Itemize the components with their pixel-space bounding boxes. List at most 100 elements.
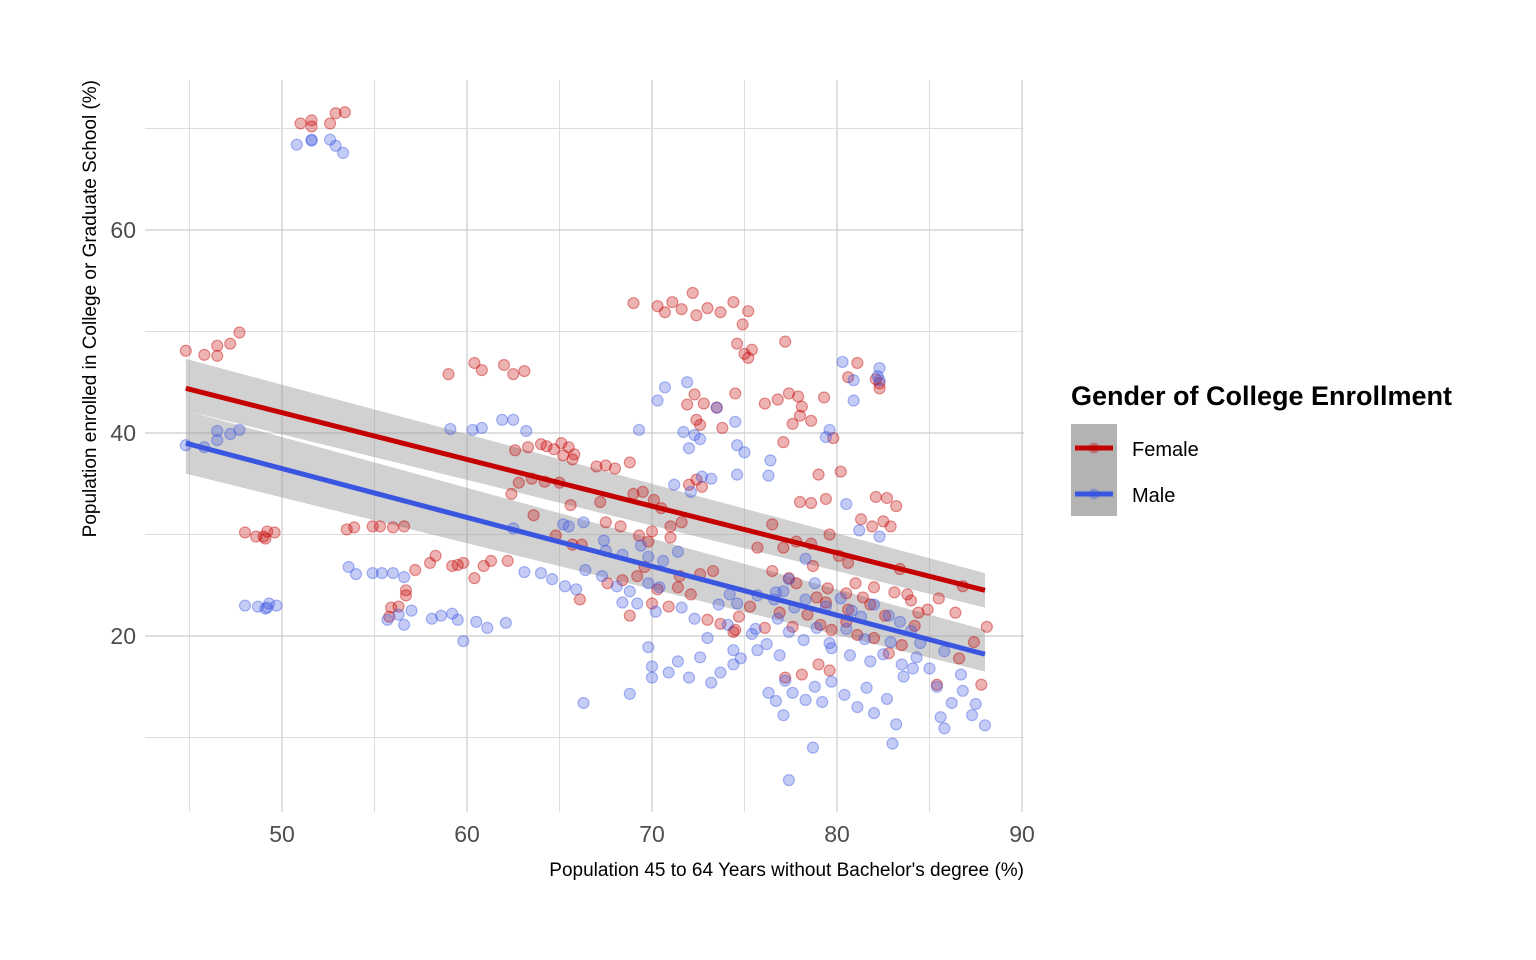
data-point-female (697, 397, 710, 410)
data-point-female (856, 591, 870, 604)
data-point-male (873, 361, 886, 375)
data-point-female (777, 541, 790, 554)
data-point-female (819, 492, 833, 506)
regression-line-male (185, 440, 986, 657)
data-point-female (849, 577, 862, 590)
data-point-female (392, 600, 405, 613)
data-point-male (880, 692, 894, 706)
data-point-female (623, 456, 636, 469)
data-point-male (906, 662, 919, 675)
data-point-male (808, 577, 821, 590)
data-point-male (681, 376, 694, 389)
data-point-male (224, 427, 237, 441)
data-point-female (211, 349, 224, 362)
data-point-male (745, 627, 759, 641)
data-point-female (601, 577, 614, 590)
data-point-female (675, 303, 688, 316)
data-point-female (821, 582, 834, 595)
data-point-male (451, 613, 464, 626)
data-point-female (786, 620, 799, 633)
data-point-male (290, 138, 303, 151)
data-point-female (666, 295, 679, 309)
data-point-female (823, 664, 836, 677)
data-point-male (969, 697, 982, 711)
data-point-female (690, 309, 703, 322)
data-point-male (570, 583, 583, 596)
data-point-female (810, 591, 823, 604)
data-point-female (636, 485, 649, 498)
data-point-male (259, 602, 272, 615)
data-point-female (736, 318, 749, 331)
data-point-female (446, 559, 459, 573)
y-axis-title: Population enrolled in College or Gradua… (80, 80, 101, 537)
data-point-female (338, 106, 351, 119)
data-point-female (568, 448, 581, 461)
legend-key-point-male (1088, 488, 1100, 500)
data-point-female (211, 339, 224, 352)
data-point-male (342, 560, 355, 574)
data-point-male (475, 421, 488, 435)
data-point-female (527, 509, 540, 522)
data-point-male (349, 567, 363, 581)
data-point-female (534, 438, 548, 451)
data-point-female (758, 397, 771, 410)
data-point-male (466, 423, 479, 437)
y-tick-label: 60 (110, 217, 136, 243)
data-point-female (477, 559, 490, 573)
data-point-female (373, 520, 387, 533)
data-point-female (854, 513, 868, 526)
data-point-male (677, 425, 690, 439)
data-point-female (867, 631, 881, 645)
data-point-female (693, 418, 707, 431)
data-point-male (651, 394, 664, 407)
data-point-female (727, 625, 740, 639)
data-point-male (923, 662, 936, 675)
data-point-male (671, 545, 685, 558)
data-point-male (799, 693, 812, 707)
data-point-male (682, 442, 696, 455)
legend: Gender of College Enrollment Female Male (1071, 381, 1452, 516)
data-point-female (790, 577, 803, 590)
data-point-male (965, 709, 979, 722)
data-point-female (779, 671, 792, 684)
data-point-female (484, 554, 498, 567)
data-point-female (930, 678, 944, 691)
y-tick-label: 20 (110, 623, 136, 649)
data-point-female (901, 588, 914, 601)
data-point-female (701, 302, 714, 315)
data-point-female (682, 478, 696, 491)
data-point-male (873, 374, 886, 387)
data-point-female (949, 606, 962, 619)
data-point-male (771, 612, 784, 625)
data-point-male (446, 607, 459, 620)
data-point-female (508, 444, 522, 457)
y-tick-label: 40 (110, 420, 136, 446)
data-point-female (642, 535, 655, 548)
x-tick-label: 60 (454, 821, 480, 847)
data-point-male (329, 139, 342, 152)
data-point-male (558, 580, 572, 593)
data-point-female (912, 606, 925, 619)
data-point-female (442, 368, 455, 381)
data-point-female (932, 592, 945, 605)
data-point-female (250, 530, 263, 543)
data-point-female (786, 417, 799, 430)
data-point-female (771, 393, 784, 406)
data-point-female (518, 364, 531, 378)
data-point-male (211, 424, 224, 438)
data-point-male (507, 413, 520, 426)
data-point-male (777, 585, 790, 598)
data-point-female (895, 639, 908, 652)
legend-label-female: Female (1132, 439, 1199, 461)
data-point-male (897, 670, 910, 683)
data-point-female (716, 421, 729, 435)
data-point-female (877, 515, 890, 528)
data-point-male (557, 518, 570, 531)
data-point-female (878, 609, 892, 622)
data-point-male (688, 428, 701, 442)
data-point-male (577, 696, 590, 710)
data-point-male (577, 516, 590, 529)
data-point-female (952, 652, 966, 665)
data-point-male (751, 644, 764, 657)
data-point-male (886, 737, 899, 750)
